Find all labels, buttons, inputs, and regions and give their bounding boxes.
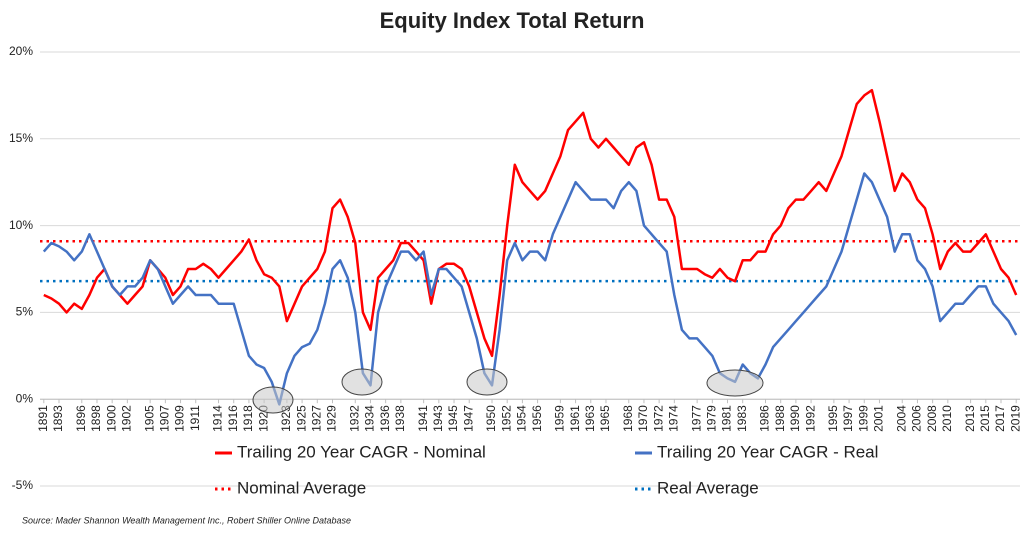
x-tick-label: 2019 [1008, 405, 1022, 432]
x-tick-label: 1900 [104, 405, 118, 432]
highlight-ellipse [341, 368, 383, 396]
x-tick-label: 1902 [120, 405, 134, 432]
x-tick-label: 1968 [621, 405, 635, 432]
x-tick-label: 2006 [910, 405, 924, 432]
highlight-ellipse [706, 369, 764, 397]
x-tick-label: 1995 [826, 405, 840, 432]
x-tick-label: 1956 [530, 405, 544, 432]
x-tick-label: 1986 [758, 405, 772, 432]
x-tick-label: 2010 [940, 405, 954, 432]
grid: -5% 0% 5% 10% 15% 20% 1891 1893 1896 1898 1900 1902… [9, 44, 1022, 492]
x-tick-label: 2004 [894, 405, 908, 432]
y-tick-label: -5% [12, 478, 34, 492]
x-tick-label: 1999 [856, 405, 870, 432]
legend-label: Trailing 20 Year CAGR - Real [657, 442, 878, 461]
y-tick-label: 10% [9, 218, 33, 232]
x-tick-label: 1916 [226, 405, 240, 432]
x-tick-label: 1936 [378, 405, 392, 432]
x-tick-label: 1927 [309, 405, 323, 432]
x-tick-label: 1907 [158, 405, 172, 432]
series-line [42, 172, 1018, 406]
x-tick-label: 1947 [461, 405, 475, 432]
x-tick-label: 1905 [142, 405, 156, 432]
y-tick-label: 5% [16, 305, 34, 319]
x-tick-label: 1898 [89, 405, 103, 432]
x-tick-label: 1983 [735, 405, 749, 432]
x-tick-label: 1950 [484, 405, 498, 432]
x-tick-label: 1997 [841, 405, 855, 432]
x-tick-label: 1929 [325, 405, 339, 432]
legend-label: Trailing 20 Year CAGR - Nominal [237, 442, 486, 461]
series-line [43, 88, 1018, 358]
x-tick-label: 1941 [416, 405, 430, 432]
x-tick-label: 1970 [636, 405, 650, 432]
x-tick-label: 2001 [872, 405, 886, 432]
x-tick-label: 1896 [74, 405, 88, 432]
legend: Trailing 20 Year CAGR - Nominal Trailing … [215, 442, 878, 497]
highlight-ellipse [466, 368, 508, 396]
x-tick-label: 1909 [173, 405, 187, 432]
y-tick-label: 20% [9, 44, 33, 58]
x-tick-label: 1979 [704, 405, 718, 432]
x-tick-label: 1893 [51, 405, 65, 432]
legend-label: Nominal Average [237, 478, 366, 497]
x-tick-label: 1990 [788, 405, 802, 432]
x-tick-label: 1954 [515, 405, 529, 432]
y-tick-label: 0% [16, 391, 34, 405]
x-tick-label: 1988 [773, 405, 787, 432]
x-tick-label: 1974 [667, 405, 681, 432]
x-tick-label: 1992 [803, 405, 817, 432]
x-tick-label: 1925 [294, 405, 308, 432]
x-tick-label: 1938 [393, 405, 407, 432]
chart-title: Equity Index Total Return [380, 8, 645, 33]
x-tick-label: 1932 [347, 405, 361, 432]
x-tick-label: 1961 [568, 405, 582, 432]
x-tick-label: 1945 [446, 405, 460, 432]
x-tick-label: 2017 [993, 405, 1007, 432]
x-tick-label: 1977 [689, 405, 703, 432]
x-tick-label: 1911 [188, 405, 202, 431]
x-tick-label: 1914 [211, 405, 225, 432]
x-tick-label: 1934 [363, 405, 377, 432]
source-note: Source: Mader Shannon Wealth Management … [22, 515, 351, 525]
x-tick-label: 2015 [978, 405, 992, 432]
x-tick-label: 1959 [553, 405, 567, 432]
x-tick-label: 1965 [598, 405, 612, 432]
legend-label: Real Average [657, 478, 759, 497]
x-tick-label: 1972 [651, 405, 665, 432]
x-tick-label: 1891 [36, 405, 50, 432]
x-tick-label: 2008 [925, 405, 939, 432]
x-tick-label: 1963 [583, 405, 597, 432]
x-tick-label: 1952 [499, 405, 513, 432]
x-tick-label: 1943 [431, 405, 445, 432]
x-tick-label: 1981 [720, 405, 734, 432]
highlight-ellipse [252, 386, 294, 414]
plot [40, 88, 1020, 414]
x-tick-label: 1918 [241, 405, 255, 432]
x-tick-label: 2013 [963, 405, 977, 432]
y-tick-label: 15% [9, 131, 33, 145]
